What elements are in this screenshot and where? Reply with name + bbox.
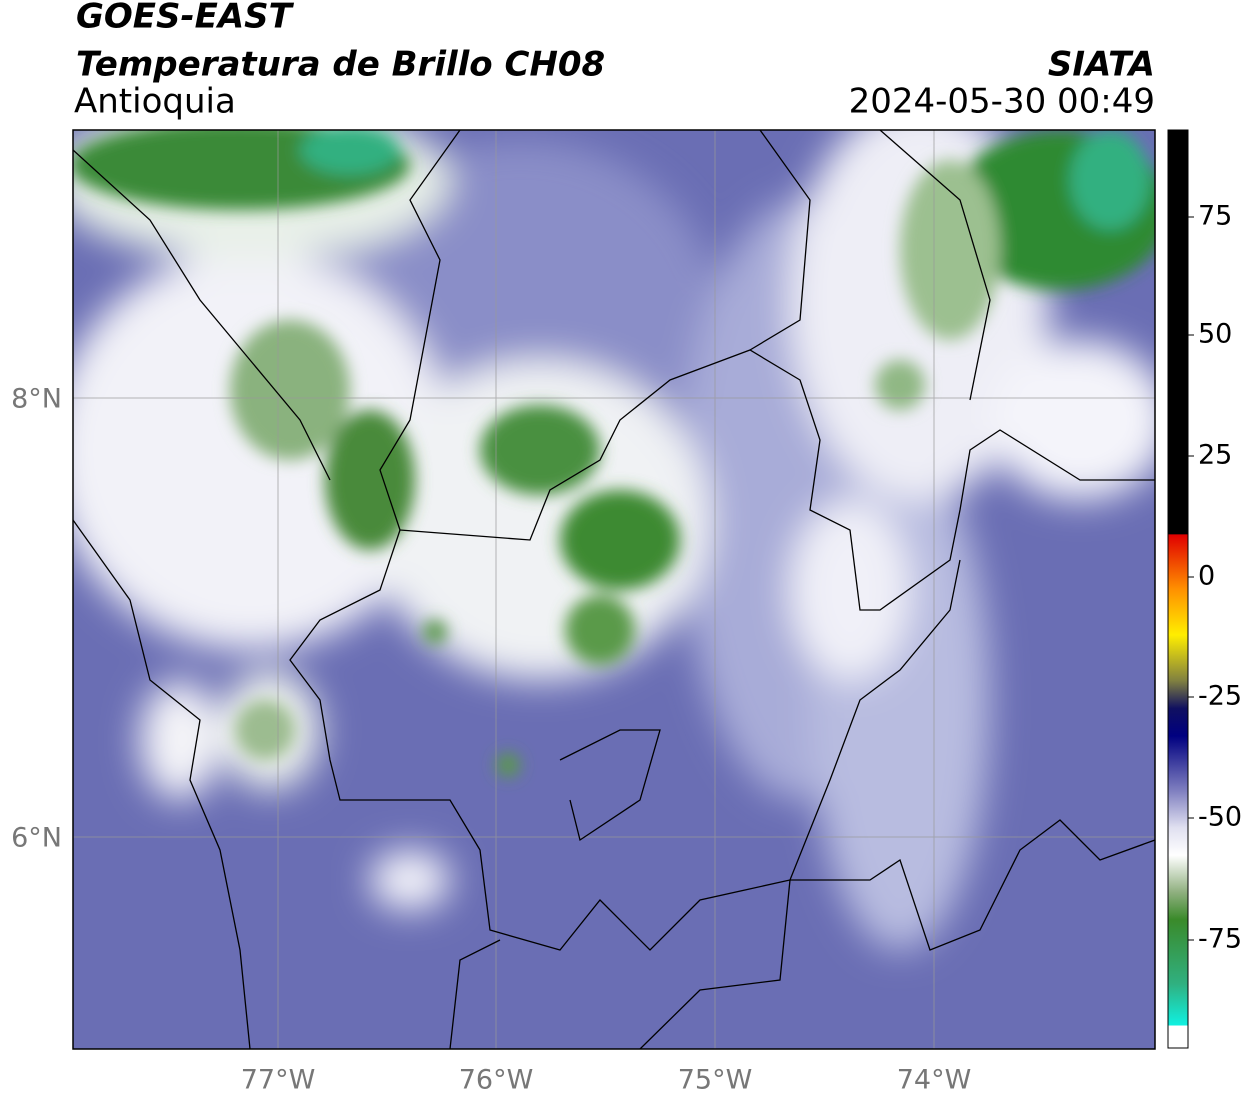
graticule — [73, 130, 1155, 1049]
region-label: Antioquia — [74, 82, 236, 122]
colorbar-tick-label: -50 — [1198, 802, 1242, 833]
colorbar-tick-label: 25 — [1198, 440, 1232, 471]
timestamp: 2024-05-30 00:49 — [849, 82, 1155, 122]
lon-tick-label: 74°W — [897, 1065, 972, 1096]
lon-tick-label: 76°W — [459, 1065, 534, 1096]
colorbar — [1167, 129, 1189, 1049]
lon-tick-label: 75°W — [678, 1065, 753, 1096]
source-label: SIATA — [1048, 45, 1155, 85]
colorbar-ticks: 75 50 25 0 -25 -50 -75 — [1188, 201, 1242, 955]
colorbar-tick-label: 0 — [1198, 561, 1215, 592]
lat-tick-label: 6°N — [11, 823, 62, 854]
lat-tick-label: 8°N — [11, 384, 62, 415]
product-title: Temperatura de Brillo CH08 — [76, 45, 605, 85]
map-image — [73, 130, 1155, 1049]
satellite-title: GOES-EAST — [76, 0, 295, 37]
map-frame — [72, 129, 1156, 1050]
colorbar-tick-label: 75 — [1198, 201, 1232, 232]
colorbar-tick-label: 50 — [1198, 319, 1232, 350]
borders — [73, 130, 1155, 1049]
colorbar-tick-label: -25 — [1198, 681, 1242, 712]
lon-tick-label: 77°W — [241, 1065, 316, 1096]
colorbar-tick-label: -75 — [1198, 924, 1242, 955]
